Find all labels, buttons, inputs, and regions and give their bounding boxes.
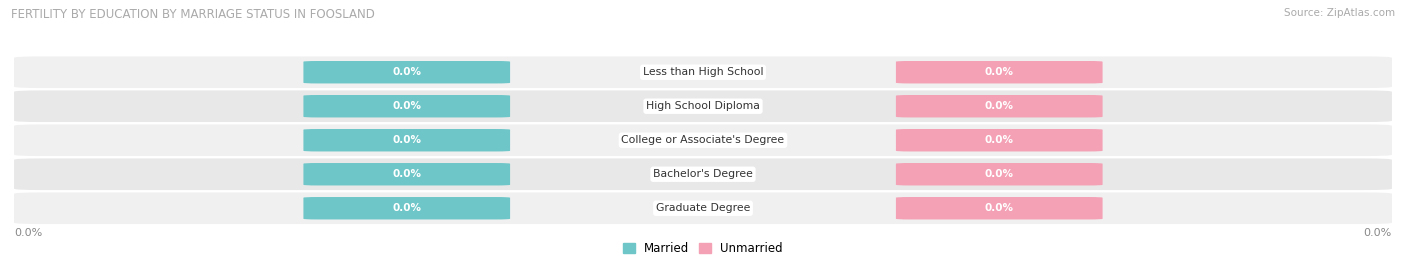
Text: 0.0%: 0.0% [984,67,1014,77]
Text: 0.0%: 0.0% [14,228,42,238]
FancyBboxPatch shape [304,129,510,151]
FancyBboxPatch shape [896,61,1102,83]
FancyBboxPatch shape [14,158,1392,190]
Text: 0.0%: 0.0% [392,135,422,145]
Text: Less than High School: Less than High School [643,67,763,77]
Text: College or Associate's Degree: College or Associate's Degree [621,135,785,145]
Text: 0.0%: 0.0% [984,203,1014,213]
FancyBboxPatch shape [896,95,1102,118]
Text: 0.0%: 0.0% [392,169,422,179]
Text: 0.0%: 0.0% [392,203,422,213]
FancyBboxPatch shape [896,129,1102,151]
Text: 0.0%: 0.0% [392,101,422,111]
FancyBboxPatch shape [14,56,1392,88]
FancyBboxPatch shape [896,197,1102,220]
Text: 0.0%: 0.0% [1364,228,1392,238]
Text: 0.0%: 0.0% [984,101,1014,111]
Text: Source: ZipAtlas.com: Source: ZipAtlas.com [1284,8,1395,18]
FancyBboxPatch shape [304,163,510,185]
Text: 0.0%: 0.0% [392,67,422,77]
Text: FERTILITY BY EDUCATION BY MARRIAGE STATUS IN FOOSLAND: FERTILITY BY EDUCATION BY MARRIAGE STATU… [11,8,375,21]
FancyBboxPatch shape [14,125,1392,156]
FancyBboxPatch shape [304,61,510,83]
FancyBboxPatch shape [14,90,1392,122]
FancyBboxPatch shape [14,192,1392,224]
FancyBboxPatch shape [896,163,1102,185]
Text: High School Diploma: High School Diploma [647,101,759,111]
FancyBboxPatch shape [304,95,510,118]
Text: Graduate Degree: Graduate Degree [655,203,751,213]
Legend: Married, Unmarried: Married, Unmarried [623,242,783,255]
Text: 0.0%: 0.0% [984,169,1014,179]
Text: Bachelor's Degree: Bachelor's Degree [652,169,754,179]
FancyBboxPatch shape [304,197,510,220]
Text: 0.0%: 0.0% [984,135,1014,145]
